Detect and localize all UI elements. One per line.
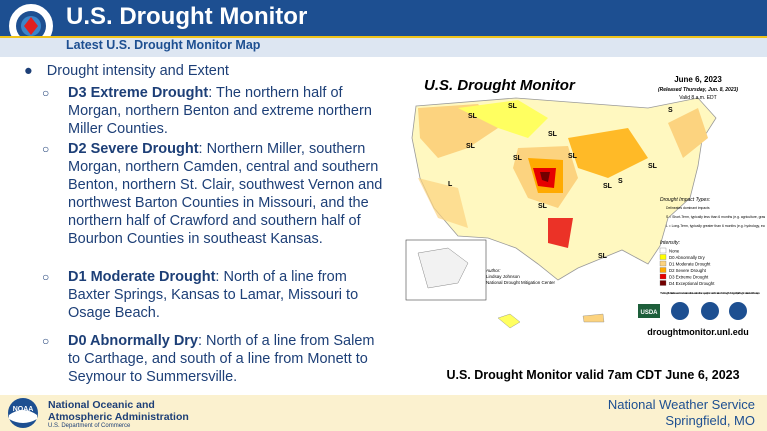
map-label: SL: [468, 113, 478, 120]
map-caption: U.S. Drought Monitor valid 7am CDT June …: [446, 368, 740, 382]
drought-item: D3 Extreme Drought: The northern half of…: [68, 84, 390, 138]
subtitle-bar: [0, 36, 767, 57]
footer-bar: [0, 395, 767, 431]
sub-bullet: ○: [42, 86, 50, 100]
map-title: U.S. Drought Monitor: [424, 77, 576, 94]
noaa-logo: NOAA: [8, 398, 38, 428]
map-label: SL: [648, 163, 658, 170]
impact-title: Drought Impact Types:: [660, 197, 711, 203]
agency-logo: [701, 302, 719, 320]
author: National Drought Mitigation Center: [486, 280, 556, 285]
legend-label: D3 Extreme Drought: [669, 275, 709, 280]
office: Springfield, MO: [665, 413, 755, 428]
legend-label: D1 Moderate Drought: [669, 262, 711, 267]
drought-item: D1 Moderate Drought: North of a line fro…: [68, 268, 390, 322]
agency-logo: [671, 302, 689, 320]
impact-text: S = Short-Term, typically less than 6 mo…: [666, 215, 765, 219]
author: Author:: [485, 268, 501, 273]
subtitle: Latest U.S. Drought Monitor Map: [66, 38, 261, 52]
map-label: SL: [598, 253, 608, 260]
item-term: D3 Extreme Drought: [68, 85, 209, 101]
drought-map: U.S. Drought Monitor June 6, 2023 (Release…: [398, 68, 765, 360]
logo-usda: [638, 304, 660, 318]
impact-text: L = Long-Term, typically greater than 6 …: [666, 224, 765, 228]
noaa-logo-text: NOAA: [13, 406, 34, 413]
intensity-title: Intensity:: [660, 240, 681, 246]
map-date: June 6, 2023: [674, 75, 722, 84]
legend-label: None: [669, 249, 680, 254]
drought-item: D2 Severe Drought: Northern Miller, sout…: [68, 140, 390, 248]
item-term: D1 Moderate Drought: [68, 269, 216, 285]
item-term: D0 Abnormally Dry: [68, 333, 198, 349]
dept: U.S. Department of Commerce: [48, 423, 131, 429]
title: U.S. Drought Monitor: [66, 3, 308, 30]
map-label: SL: [568, 153, 578, 160]
map-label: L: [448, 181, 453, 188]
drought-item: D0 Abnormally Dry: North of a line from …: [68, 332, 390, 386]
author: Lindsay Johnson: [486, 274, 520, 279]
sub-bullet: ○: [42, 334, 50, 348]
legend-label: D0 Abnormally Dry: [669, 255, 706, 260]
map-label: SL: [603, 183, 613, 190]
item-text: : Northern Miller, southern Morgan, nort…: [68, 141, 383, 247]
legend-swatch: [659, 260, 667, 267]
legend-label: D4 Exceptional Drought: [669, 281, 715, 286]
office: National Weather Service: [607, 397, 755, 412]
item-text: : North of a line from Baxter Springs, K…: [68, 269, 359, 321]
map-label: S: [668, 107, 673, 114]
impact-text: Delineates dominant impacts: [666, 206, 710, 210]
org-name: Atmospheric Administration: [48, 411, 189, 423]
item-text: : The northern half of Morgan, northern …: [68, 85, 372, 137]
legend-swatch: [659, 267, 667, 273]
map-label: SL: [548, 131, 558, 138]
map-url: droughtmonitor.unl.edu: [647, 327, 748, 337]
header-bar: [0, 0, 767, 36]
legend-label: D2 Severe Drought: [669, 268, 707, 273]
sub-bullet: ○: [42, 142, 50, 156]
legend-swatch: [659, 247, 667, 254]
map-released: (Released Thursday, Jun. 8, 2023): [658, 87, 738, 93]
map-label: SL: [466, 143, 476, 150]
usda-logo: USDA: [640, 310, 658, 316]
agency-logo: [729, 302, 747, 320]
map-label: S: [618, 178, 623, 185]
map-label: SL: [513, 155, 523, 162]
bullet: ● Drought intensity and Extent: [24, 63, 229, 79]
legend-swatch: [659, 280, 667, 286]
item-text: : North of a line from Salem to Carthage…: [68, 333, 375, 385]
bullet-text: Drought intensity and Extent: [46, 63, 229, 79]
item-term: D2 Severe Drought: [68, 141, 199, 157]
map-label: SL: [508, 103, 518, 110]
legend-swatch: [659, 254, 667, 260]
map-valid: Valid 8 a.m. EDT: [679, 95, 716, 101]
sub-bullet: ○: [42, 270, 50, 284]
map-note: The Drought Monitor focuses on broad-sca…: [660, 291, 761, 295]
map-label: SL: [538, 203, 548, 210]
legend-swatch: [659, 273, 667, 280]
org-name: National Oceanic and: [48, 399, 155, 411]
